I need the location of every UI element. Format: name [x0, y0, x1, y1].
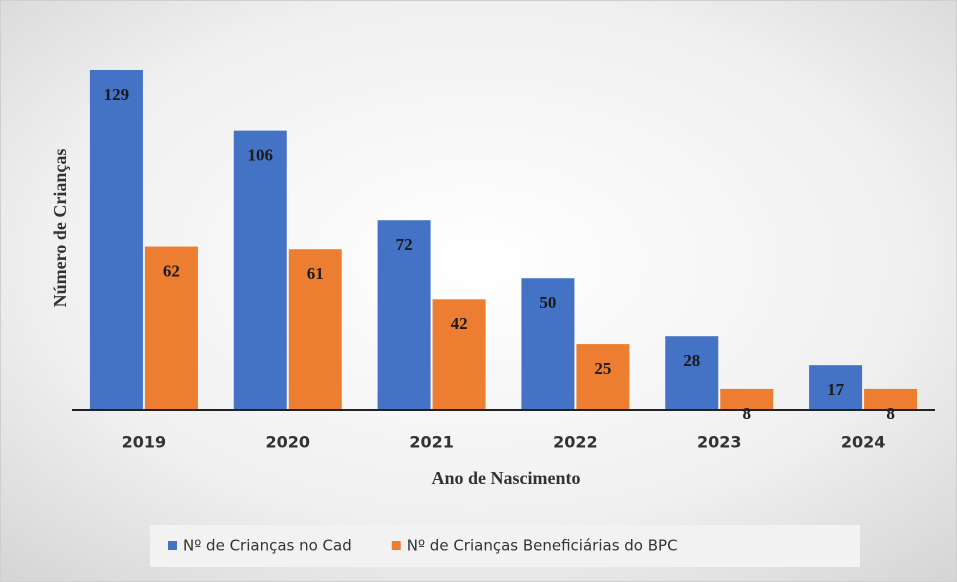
- legend-box: [150, 525, 860, 567]
- x-tick-label: 2024: [841, 433, 886, 452]
- bar: [521, 278, 575, 410]
- legend-label: Nº de Crianças Beneficiárias do BPC: [407, 537, 678, 555]
- x-tick-label: 2023: [697, 433, 742, 452]
- bar: [288, 249, 342, 410]
- x-tick-label: 2022: [553, 433, 598, 452]
- data-label: 8: [743, 404, 752, 423]
- bar: [665, 336, 719, 410]
- x-tick-label: 2020: [265, 433, 310, 452]
- x-axis-title: Ano de Nascimento: [432, 468, 581, 488]
- data-label: 8: [886, 404, 895, 423]
- data-label: 62: [163, 261, 180, 280]
- bar: [89, 70, 143, 410]
- bar: [576, 344, 630, 410]
- data-label: 17: [827, 380, 845, 399]
- data-label: 72: [396, 235, 413, 254]
- data-label: 106: [248, 146, 274, 165]
- data-label: 42: [451, 314, 468, 333]
- data-label: 129: [104, 85, 130, 104]
- x-tick-label: 2019: [122, 433, 167, 452]
- bar: [432, 299, 486, 410]
- bar: [809, 365, 863, 410]
- bar: [864, 388, 918, 410]
- legend-swatch: [391, 541, 401, 550]
- data-label: 61: [307, 264, 324, 283]
- bar: [720, 388, 774, 410]
- data-label: 50: [539, 293, 556, 312]
- y-axis-title: Número de Crianças: [50, 149, 70, 308]
- bar: [233, 130, 287, 410]
- legend-swatch: [168, 541, 177, 550]
- data-label: 28: [683, 351, 700, 370]
- legend-label: Nº de Crianças no Cad: [183, 537, 352, 555]
- bar: [377, 220, 431, 410]
- bar: [144, 246, 198, 410]
- data-label: 25: [594, 359, 611, 378]
- x-tick-label: 2021: [409, 433, 454, 452]
